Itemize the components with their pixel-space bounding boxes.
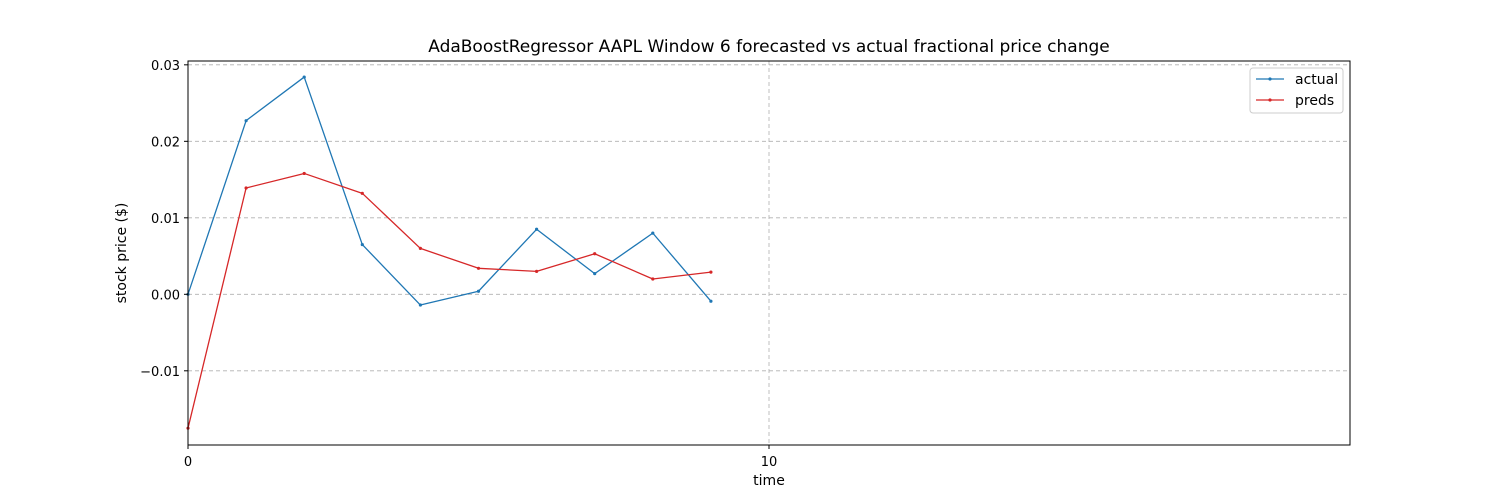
legend: actual preds <box>1249 67 1344 114</box>
data-point-preds <box>709 270 713 274</box>
series-line-actual <box>187 76 712 306</box>
data-point-preds <box>476 266 481 270</box>
x-axis-label: time <box>753 473 785 489</box>
data-point-preds <box>651 277 655 281</box>
plot-series <box>186 75 713 430</box>
series-line-preds <box>187 172 711 429</box>
legend-marker-actual <box>1268 77 1272 81</box>
data-point-preds <box>360 191 364 195</box>
data-point-actual <box>709 299 713 303</box>
legend-marker-preds <box>1268 98 1272 102</box>
data-point-preds <box>535 269 539 273</box>
y-tick-label: 0.02 <box>151 135 180 150</box>
legend-label-actual: actual <box>1295 72 1338 88</box>
x-tick-label: 0 <box>184 455 192 470</box>
data-point-preds <box>593 252 597 256</box>
legend-label-preds: preds <box>1295 93 1334 109</box>
y-tick-label: −0.01 <box>140 365 180 380</box>
y-tick-label: 0.00 <box>151 288 180 303</box>
data-point-actual <box>651 231 655 235</box>
x-tick-label: 10 <box>761 455 778 470</box>
data-point-actual <box>244 119 248 123</box>
data-point-actual <box>476 289 481 293</box>
data-point-preds <box>418 246 422 251</box>
data-point-preds <box>244 186 248 190</box>
y-tick-label: 0.01 <box>151 212 180 227</box>
grid-lines <box>187 61 1350 445</box>
data-point-actual <box>302 75 306 79</box>
axis-ticks: −0.01 0.00 0.01 0.02 0.03 0 10 <box>140 59 777 470</box>
data-point-actual <box>535 227 539 231</box>
data-point-preds <box>302 171 306 176</box>
chart-title: AdaBoostRegressor AAPL Window 6 forecast… <box>428 37 1110 57</box>
y-tick-label: 0.03 <box>151 59 180 74</box>
y-axis-label: stock price ($) <box>114 203 130 304</box>
data-point-actual <box>418 303 422 307</box>
data-point-actual <box>360 242 364 247</box>
data-point-actual <box>593 272 597 276</box>
